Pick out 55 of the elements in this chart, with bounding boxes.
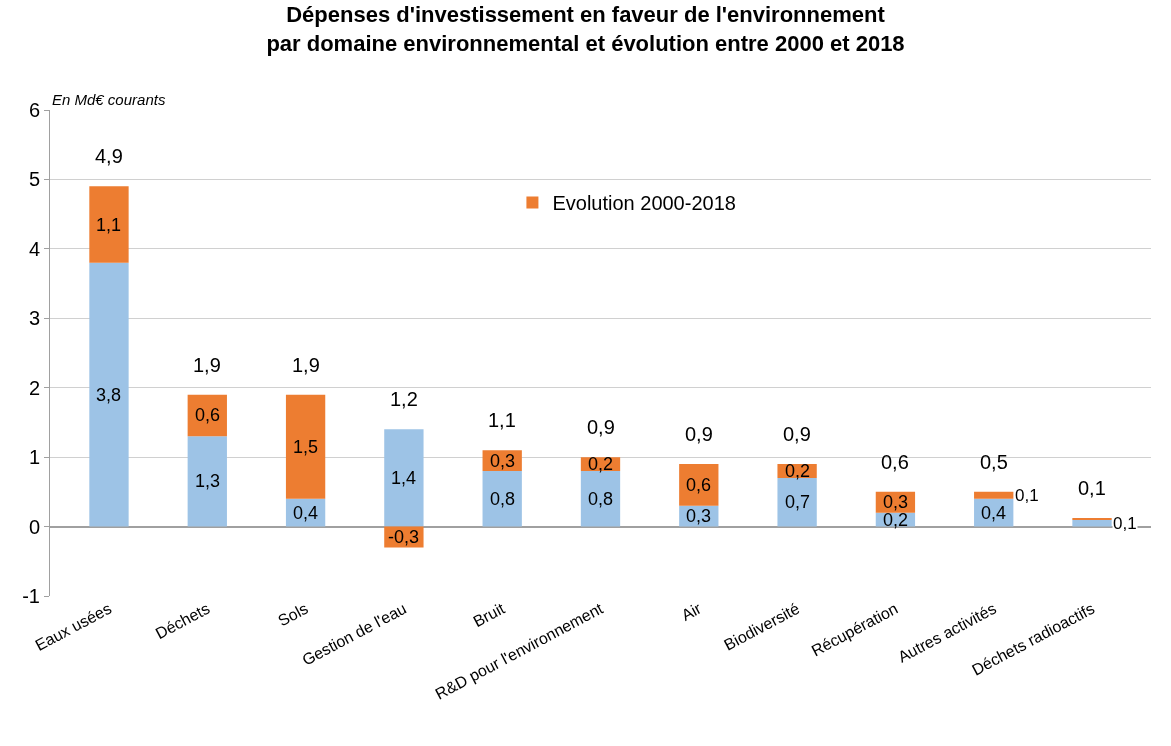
data-label: 1,1 [96, 215, 122, 235]
data-label: 0,1 [1078, 477, 1106, 499]
legend-label: Evolution 2000-2018 [552, 192, 736, 215]
data-label: 0,4 [293, 503, 319, 523]
data-label: 0,3 [490, 451, 516, 471]
bar [187, 436, 227, 527]
bar [974, 491, 1014, 499]
total-label: 1,2 [390, 388, 418, 410]
total-label: 0,9 [685, 423, 713, 445]
total-label: 1,9 [193, 354, 221, 376]
data-label: 0,2 [883, 510, 909, 530]
y-tick-label: -1 [22, 585, 40, 607]
data-label: 0,6 [195, 405, 221, 425]
total-label: 0,6 [881, 451, 909, 473]
total-label: 0,1 [1113, 514, 1137, 533]
bar [89, 186, 129, 263]
total-label: 1,9 [292, 354, 320, 376]
x-tick-label: Sols [275, 599, 311, 630]
bar [1072, 519, 1112, 527]
data-label: -0,3 [388, 527, 420, 547]
data-label: 0,2 [588, 454, 614, 474]
data-label: 1,5 [293, 437, 319, 457]
data-label: 3,8 [96, 385, 122, 405]
data-label: 0,6 [686, 475, 712, 495]
bar [89, 262, 129, 527]
total-label: 1,1 [488, 409, 516, 431]
bar [285, 394, 326, 499]
bar [482, 471, 522, 527]
y-tick-label: 3 [28, 307, 40, 330]
y-tick-label: 6 [28, 99, 40, 121]
y-tick-label: 1 [28, 446, 40, 469]
total-label: 0,5 [980, 451, 1008, 473]
data-label: 0,3 [883, 492, 909, 512]
data-label: 0,2 [785, 461, 811, 481]
data-label: 0,4 [981, 503, 1007, 523]
bar [384, 429, 424, 527]
total-label: 0,9 [783, 423, 811, 445]
x-tick-label: Air [678, 599, 705, 624]
data-label: 0,8 [588, 489, 614, 509]
y-tick-label: 0 [28, 515, 40, 538]
data-label: 0,7 [785, 492, 811, 512]
bar [679, 464, 719, 506]
y-tick-label: 2 [28, 376, 40, 399]
data-label: 1,4 [391, 468, 417, 488]
y-axis-title: En Md€ courants [52, 91, 166, 108]
data-label: 0,1 [1015, 486, 1039, 505]
bar [580, 471, 621, 527]
data-label: 0,8 [490, 489, 516, 509]
chart-title: Dépenses d'investissement en faveur de l'environnement par domaine environnemental et évolution entre 2000 et 2018 [266, 2, 905, 56]
y-tick-label: 4 [28, 237, 40, 260]
data-label: 0,3 [686, 506, 712, 526]
total-label: 0,9 [587, 416, 615, 438]
data-label: 1,3 [195, 471, 221, 491]
total-label: 4,9 [95, 145, 123, 167]
y-tick-label: 5 [28, 168, 40, 191]
